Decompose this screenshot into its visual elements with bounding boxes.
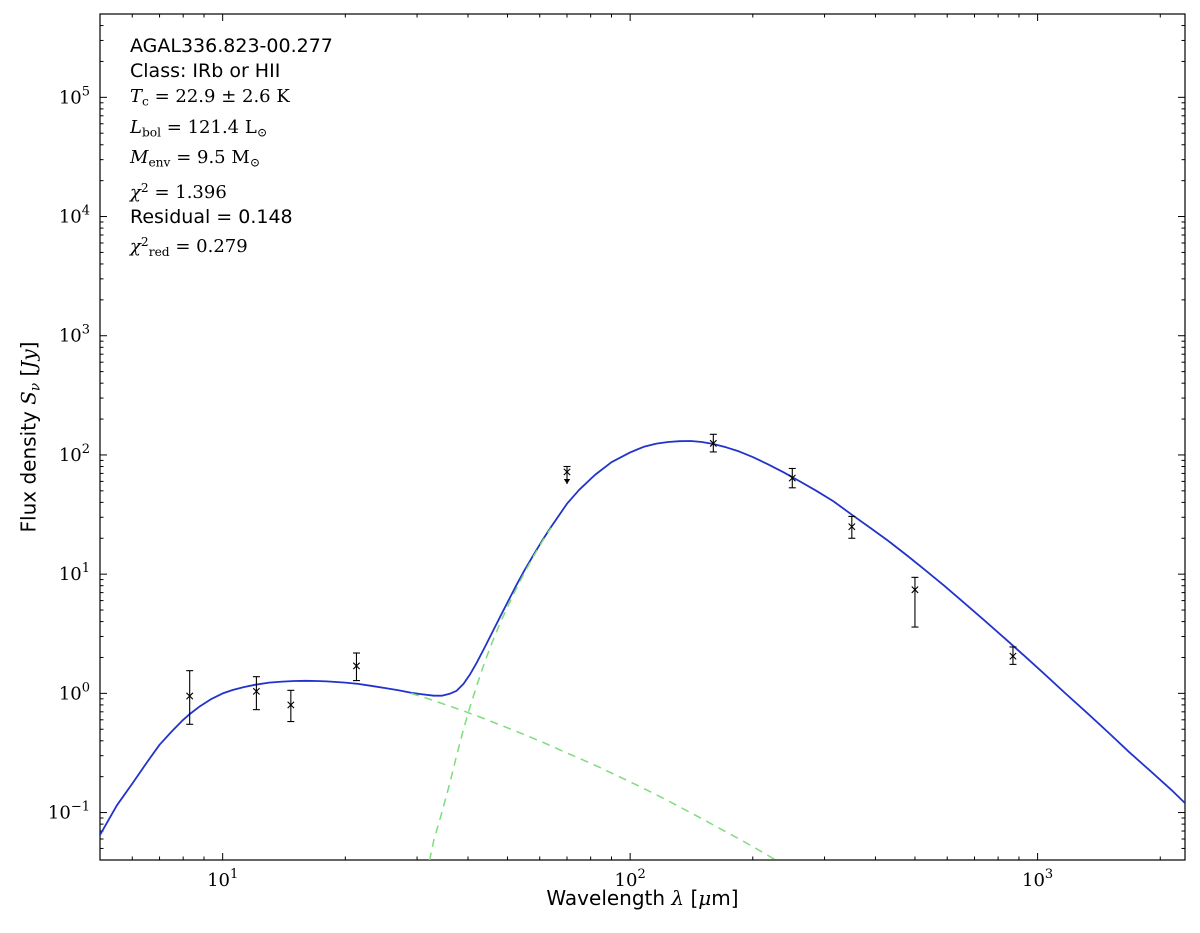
text-part: = 0.279 <box>169 236 248 258</box>
annotation-line: AGAL336.823-00.277 <box>130 34 333 59</box>
cold-component-curve <box>428 527 552 860</box>
text-part: m] <box>711 886 739 910</box>
text-part: ] <box>16 341 41 350</box>
text-part: ⊙ <box>249 156 261 171</box>
text-part: c <box>142 94 149 109</box>
text-part: T <box>130 86 143 107</box>
tick-label: 103 <box>1022 867 1053 891</box>
data-point <box>352 652 361 682</box>
tick-label: 103 <box>59 323 90 347</box>
annotation-line: χ2red = 0.279 <box>130 230 333 265</box>
annotation-line: Residual = 0.148 <box>130 205 333 230</box>
annotation-line: Menv = 9.5 M⊙ <box>130 145 333 176</box>
text-part: 2 <box>140 235 149 250</box>
text-part: Residual = 0.148 <box>130 206 293 229</box>
text-part: AGAL336.823-00.277 <box>130 35 333 57</box>
text-part: S <box>16 391 41 405</box>
axis-ticks <box>100 14 1185 860</box>
text-part: Class: IRb or HII <box>130 60 281 82</box>
x-marker <box>911 586 919 594</box>
text-part: = 9.5 M <box>170 147 250 169</box>
annotation-line: χ2 = 1.396 <box>130 176 333 205</box>
tick-label: 102 <box>615 867 646 891</box>
text-part: ν <box>27 382 44 392</box>
tick-label: 105 <box>59 84 90 108</box>
data-point <box>1009 646 1017 665</box>
x-marker <box>287 701 295 709</box>
text-part: μ <box>698 886 712 910</box>
text-part: = 22.9 ± 2.6 K <box>148 86 290 107</box>
data-point <box>848 515 856 539</box>
x-marker <box>709 439 717 447</box>
x-marker <box>563 468 571 476</box>
tick-label: 102 <box>59 442 90 466</box>
data-point <box>911 576 919 628</box>
down-arrow-marker <box>563 479 571 485</box>
annotation-line: Tc = 22.9 ± 2.6 K <box>130 84 333 115</box>
text-part: env <box>148 156 171 171</box>
text-part: red <box>148 244 170 259</box>
fit-parameters-annotation: AGAL336.823-00.277 Class: IRb or HII Tc = … <box>130 34 333 265</box>
x-marker <box>352 662 361 670</box>
x-marker <box>848 523 856 531</box>
tick-label: 101 <box>207 867 238 891</box>
data-point <box>563 465 571 485</box>
text-part: 2 <box>140 181 149 196</box>
data-point <box>788 467 796 489</box>
text-part: M <box>130 147 149 169</box>
text-part: L <box>130 116 142 138</box>
warm-component-curve <box>410 692 778 860</box>
text-part: Jy <box>16 349 41 369</box>
text-part: χ <box>130 236 141 258</box>
total-model-curve <box>100 440 1185 836</box>
x-marker <box>1009 652 1017 660</box>
tick-label: 10−1 <box>48 800 90 824</box>
text-part: λ <box>671 886 685 910</box>
data-point <box>186 670 194 725</box>
text-part: bol <box>141 125 162 140</box>
annotation-line: Lbol = 121.4 L⊙ <box>130 115 333 146</box>
annotation-line: Class: IRb or HII <box>130 59 333 84</box>
y-axis-label: Flux density Sν [Jy] <box>16 342 43 533</box>
tick-label: 100 <box>59 680 90 704</box>
x-axis-label: Wavelength λ [μm] <box>100 886 1185 910</box>
x-marker <box>252 687 260 695</box>
text-part: = 1.396 <box>148 182 227 204</box>
text-part: χ <box>130 182 141 204</box>
tick-label: 101 <box>59 561 90 585</box>
data-point <box>287 689 295 723</box>
text-part: [ <box>16 368 41 383</box>
text-part: ⊙ <box>256 125 268 140</box>
x-marker <box>186 692 194 700</box>
x-marker <box>788 474 796 482</box>
plot-frame <box>99 13 1186 861</box>
text-part: [ <box>684 886 699 910</box>
tick-label: 104 <box>59 204 90 228</box>
text-part: = 121.4 L <box>161 116 257 138</box>
data-point <box>709 433 717 453</box>
text-part: Flux density <box>16 404 41 533</box>
data-point <box>252 676 260 711</box>
text-part: Wavelength <box>546 886 672 910</box>
